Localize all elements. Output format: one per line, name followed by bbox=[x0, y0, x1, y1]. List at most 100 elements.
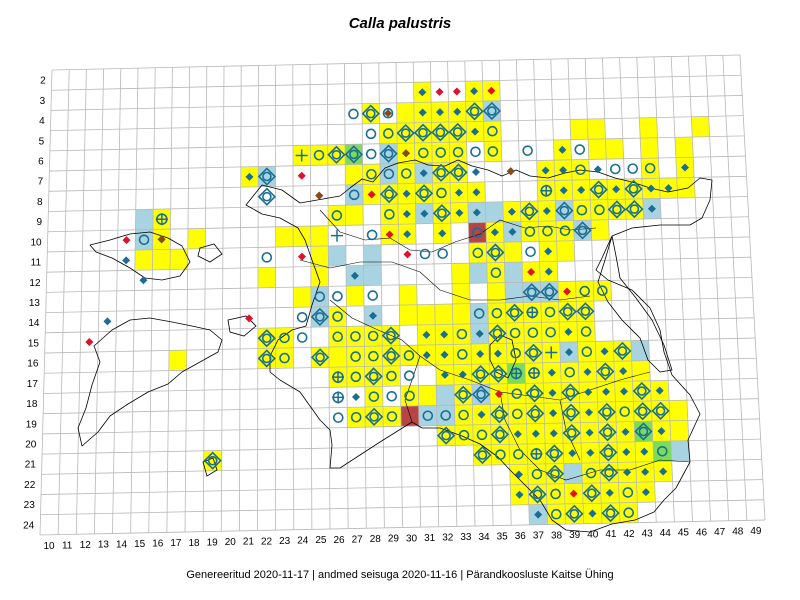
plus-marker bbox=[331, 229, 344, 242]
brown-diamond-marker bbox=[401, 149, 410, 158]
diamond-marker bbox=[584, 388, 593, 397]
circle-marker bbox=[528, 348, 539, 358]
circle-marker bbox=[574, 144, 586, 155]
grid-cell-25-16 bbox=[311, 347, 330, 368]
circle-marker bbox=[531, 468, 543, 480]
grid-hline bbox=[45, 317, 755, 334]
column-labels: 10 11 12 13 14 15 16 17 18 19 20 21 22 23 24 25 26 27 28 29… bbox=[44, 526, 762, 552]
grid-cell-36-16 bbox=[506, 342, 525, 364]
diamond-outline-marker bbox=[310, 307, 330, 327]
diamond-marker bbox=[435, 108, 444, 117]
diamond-outline-marker bbox=[310, 348, 330, 367]
diamond-outline-marker bbox=[599, 463, 619, 482]
diamond-outline-marker bbox=[545, 444, 564, 463]
grid-cell-33-5 bbox=[448, 121, 467, 143]
grid-cell-32-20 bbox=[436, 425, 456, 446]
grid-hline bbox=[51, 54, 741, 71]
grid-cell-27-16 bbox=[346, 346, 365, 367]
circle-marker bbox=[562, 306, 573, 317]
grid-cell-40-14 bbox=[576, 300, 595, 322]
circle-marker bbox=[637, 406, 648, 417]
row-label: 24 bbox=[23, 520, 35, 531]
circle-marker bbox=[452, 146, 464, 158]
grid-vline bbox=[602, 57, 621, 524]
diamond-outline-marker bbox=[526, 404, 545, 423]
diamond-outline-marker bbox=[471, 365, 490, 384]
circle-marker bbox=[366, 168, 377, 180]
grid-vline bbox=[722, 55, 748, 521]
circle-marker bbox=[545, 326, 556, 338]
diamond-outline-marker bbox=[598, 423, 617, 442]
circle-marker bbox=[365, 148, 377, 160]
column-label: 27 bbox=[352, 534, 364, 545]
grid-cell-22-12 bbox=[257, 267, 276, 288]
grid-cell-32-6 bbox=[431, 142, 450, 163]
circle-marker bbox=[369, 412, 379, 422]
circle-marker bbox=[577, 225, 588, 236]
circle-marker bbox=[610, 163, 621, 175]
diamond-marker bbox=[507, 207, 516, 216]
circle-marker bbox=[279, 352, 290, 364]
circle-marker bbox=[594, 204, 605, 216]
red-diamond-marker bbox=[85, 337, 94, 346]
grid-vline bbox=[619, 57, 639, 523]
diamond-outline-marker bbox=[482, 101, 501, 121]
grid-vline bbox=[361, 63, 367, 529]
grid-hline bbox=[43, 378, 758, 394]
circle-marker bbox=[604, 467, 614, 478]
diamond-marker bbox=[548, 388, 557, 397]
column-label: 36 bbox=[515, 531, 527, 542]
circle-marker bbox=[453, 167, 464, 178]
grid-hline bbox=[46, 276, 752, 293]
grid-cell-38-22 bbox=[545, 463, 565, 485]
diamond-outline-marker bbox=[490, 425, 510, 444]
diamond-marker bbox=[368, 311, 377, 320]
grid-cell-36-12 bbox=[504, 262, 523, 283]
grid-cell-34-4 bbox=[465, 101, 484, 122]
grid-hline bbox=[50, 95, 743, 111]
circle-marker bbox=[549, 448, 560, 459]
grid-cell-26-11 bbox=[328, 245, 347, 267]
column-label: 15 bbox=[134, 539, 146, 550]
grid-cell-15-11 bbox=[134, 249, 153, 271]
estonia-outline bbox=[245, 159, 713, 533]
circle-marker bbox=[400, 128, 411, 138]
diamond-marker bbox=[577, 185, 586, 194]
circle-marker bbox=[440, 410, 452, 421]
diamond-outline-marker bbox=[561, 383, 580, 402]
circle-marker bbox=[619, 406, 631, 417]
circle-marker bbox=[422, 410, 434, 422]
circle-marker bbox=[386, 351, 397, 361]
diamond-marker bbox=[453, 107, 462, 116]
circle-marker bbox=[452, 127, 463, 137]
circle-marker bbox=[437, 248, 448, 259]
grid-cell-30-7 bbox=[397, 163, 416, 184]
muhu-outline bbox=[227, 315, 257, 337]
diamond-outline-marker bbox=[582, 484, 601, 503]
diamond-marker bbox=[515, 490, 524, 499]
circle-marker bbox=[383, 148, 394, 159]
diamond-marker bbox=[588, 509, 597, 518]
grid-cell-37-23 bbox=[528, 484, 547, 505]
grid-cell-44-6 bbox=[640, 137, 659, 159]
grid-cell-34-12 bbox=[469, 262, 488, 284]
column-label: 10 bbox=[44, 541, 56, 552]
grid-cell-35-21 bbox=[491, 444, 510, 465]
grid-hline bbox=[39, 519, 766, 536]
row-label: 11 bbox=[31, 258, 42, 269]
grid-cell-32-8 bbox=[432, 182, 451, 204]
red-diamond-marker bbox=[452, 87, 461, 96]
circle-marker bbox=[436, 167, 446, 178]
diamond-marker bbox=[422, 330, 431, 339]
circle-marker bbox=[386, 330, 396, 341]
circle-marker bbox=[348, 108, 359, 120]
circle-marker bbox=[332, 412, 344, 423]
red-diamond-marker bbox=[569, 489, 578, 498]
diamond-outline-marker bbox=[525, 384, 544, 403]
circle-marker bbox=[261, 252, 273, 263]
column-label: 28 bbox=[370, 534, 382, 545]
diamond-marker bbox=[600, 347, 609, 356]
column-label: 29 bbox=[388, 534, 400, 545]
circle-marker bbox=[494, 409, 505, 420]
